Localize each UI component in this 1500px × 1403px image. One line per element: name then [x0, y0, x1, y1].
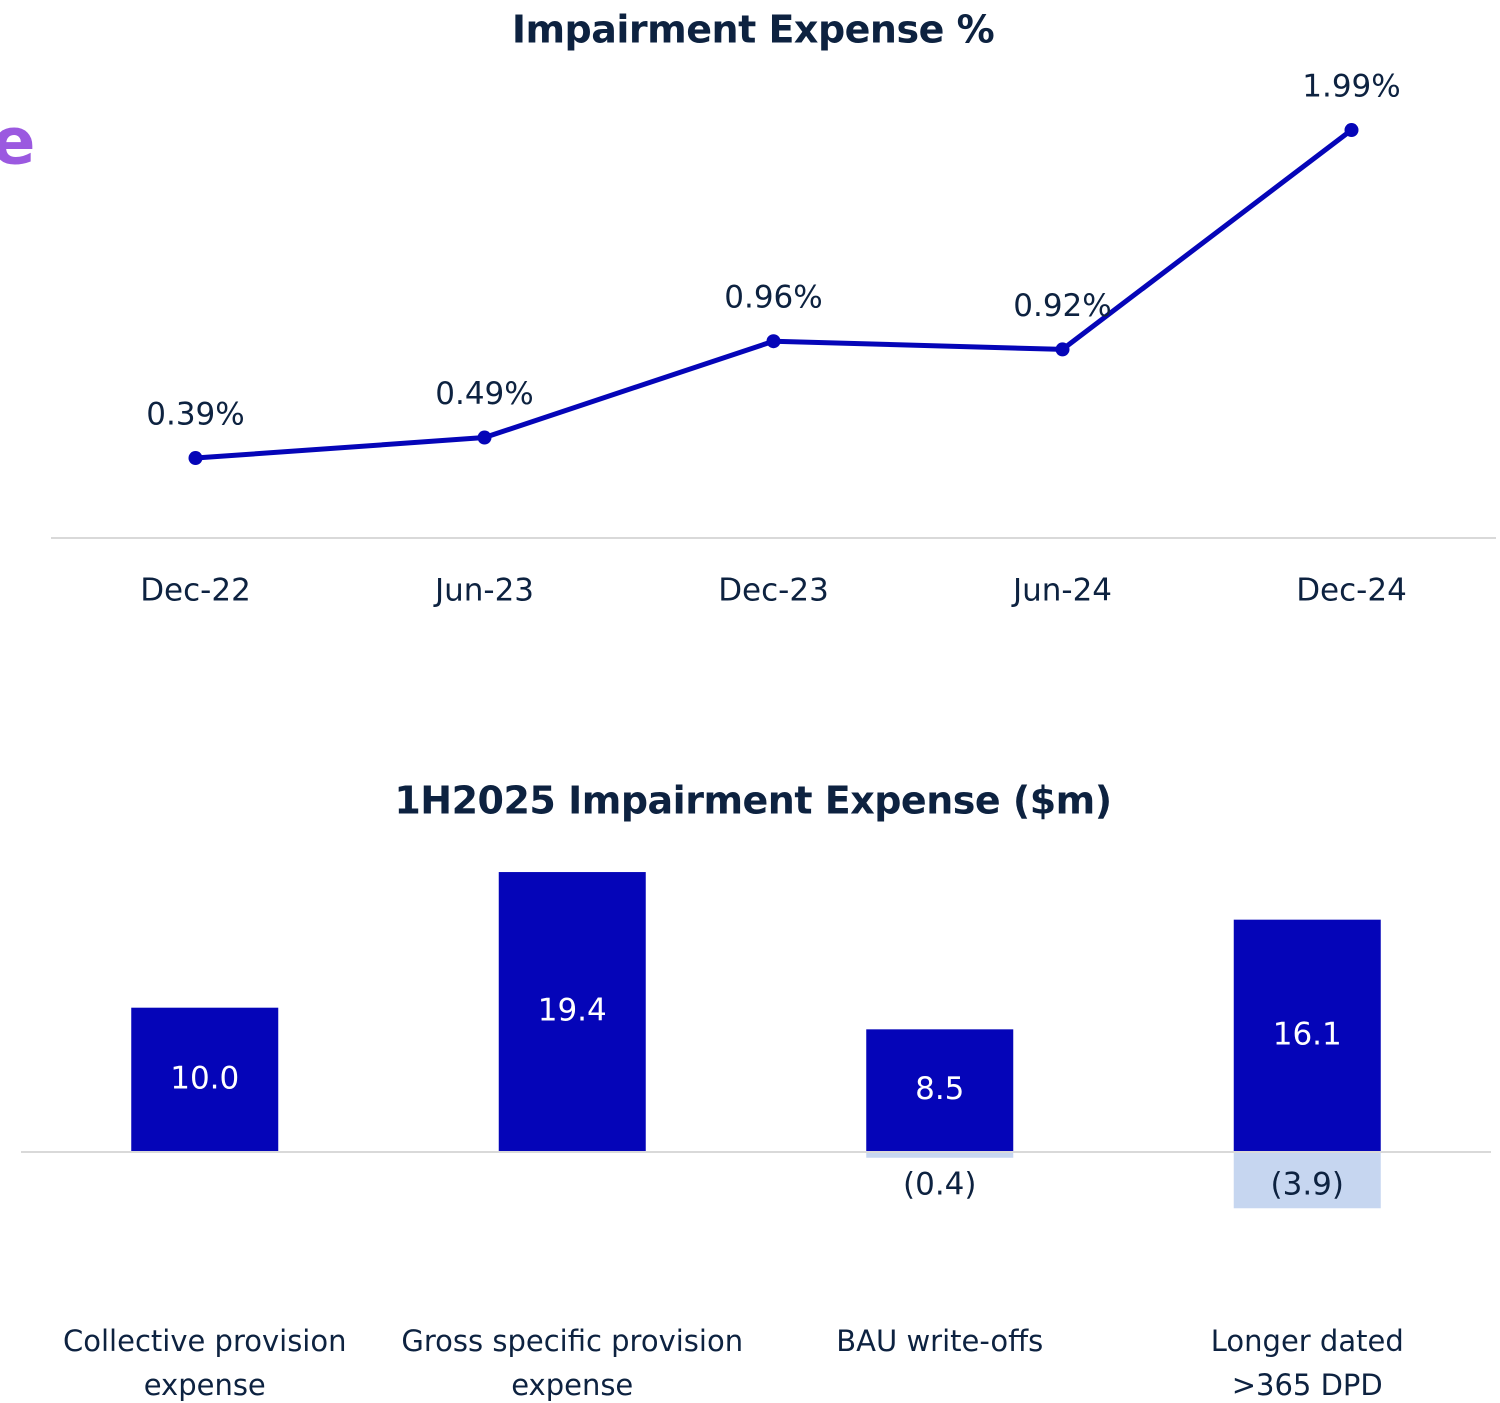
value-label: 0.39% [146, 397, 244, 433]
bar [131, 1007, 279, 1152]
value-label: 10.0 [170, 1060, 239, 1096]
x-tick-label: BAU write-offs [836, 1324, 1043, 1358]
x-tick-label: Longer dated >365 DPD [1211, 1324, 1404, 1402]
value-label: 0.96% [724, 280, 822, 316]
value-label: (0.4) [903, 1166, 977, 1202]
x-tick-label: Dec-23 [718, 573, 829, 609]
value-label: 0.92% [1013, 288, 1111, 324]
x-tick-label: Jun-23 [433, 573, 534, 609]
x-tick-label: Jun-24 [1011, 573, 1112, 609]
value-label: 19.4 [538, 993, 607, 1029]
point [188, 451, 203, 466]
x-tick-label: Gross specific provision expense [401, 1324, 743, 1402]
value-label: (3.9) [1271, 1166, 1345, 1202]
fragment-text: e [0, 106, 35, 180]
chart-title: Impairment Expense % [512, 8, 994, 52]
point [1055, 342, 1070, 357]
value-label: 1.99% [1302, 69, 1400, 105]
value-label: 8.5 [915, 1071, 964, 1107]
x-tick-label: Dec-24 [1296, 573, 1407, 609]
x-tick-label: Dec-22 [140, 573, 251, 609]
bar [1233, 919, 1381, 1152]
bar [498, 872, 646, 1152]
point [1344, 123, 1359, 138]
value-label: 16.1 [1273, 1016, 1342, 1052]
point [766, 334, 781, 349]
point [477, 430, 492, 445]
chart-title: 1H2025 Impairment Expense ($m) [394, 779, 1111, 823]
value-label: 0.49% [435, 376, 533, 412]
bar [866, 1029, 1014, 1152]
bar [866, 1151, 1014, 1158]
x-tick-label: Collective provision expense [63, 1324, 347, 1402]
bar [1233, 1151, 1381, 1209]
